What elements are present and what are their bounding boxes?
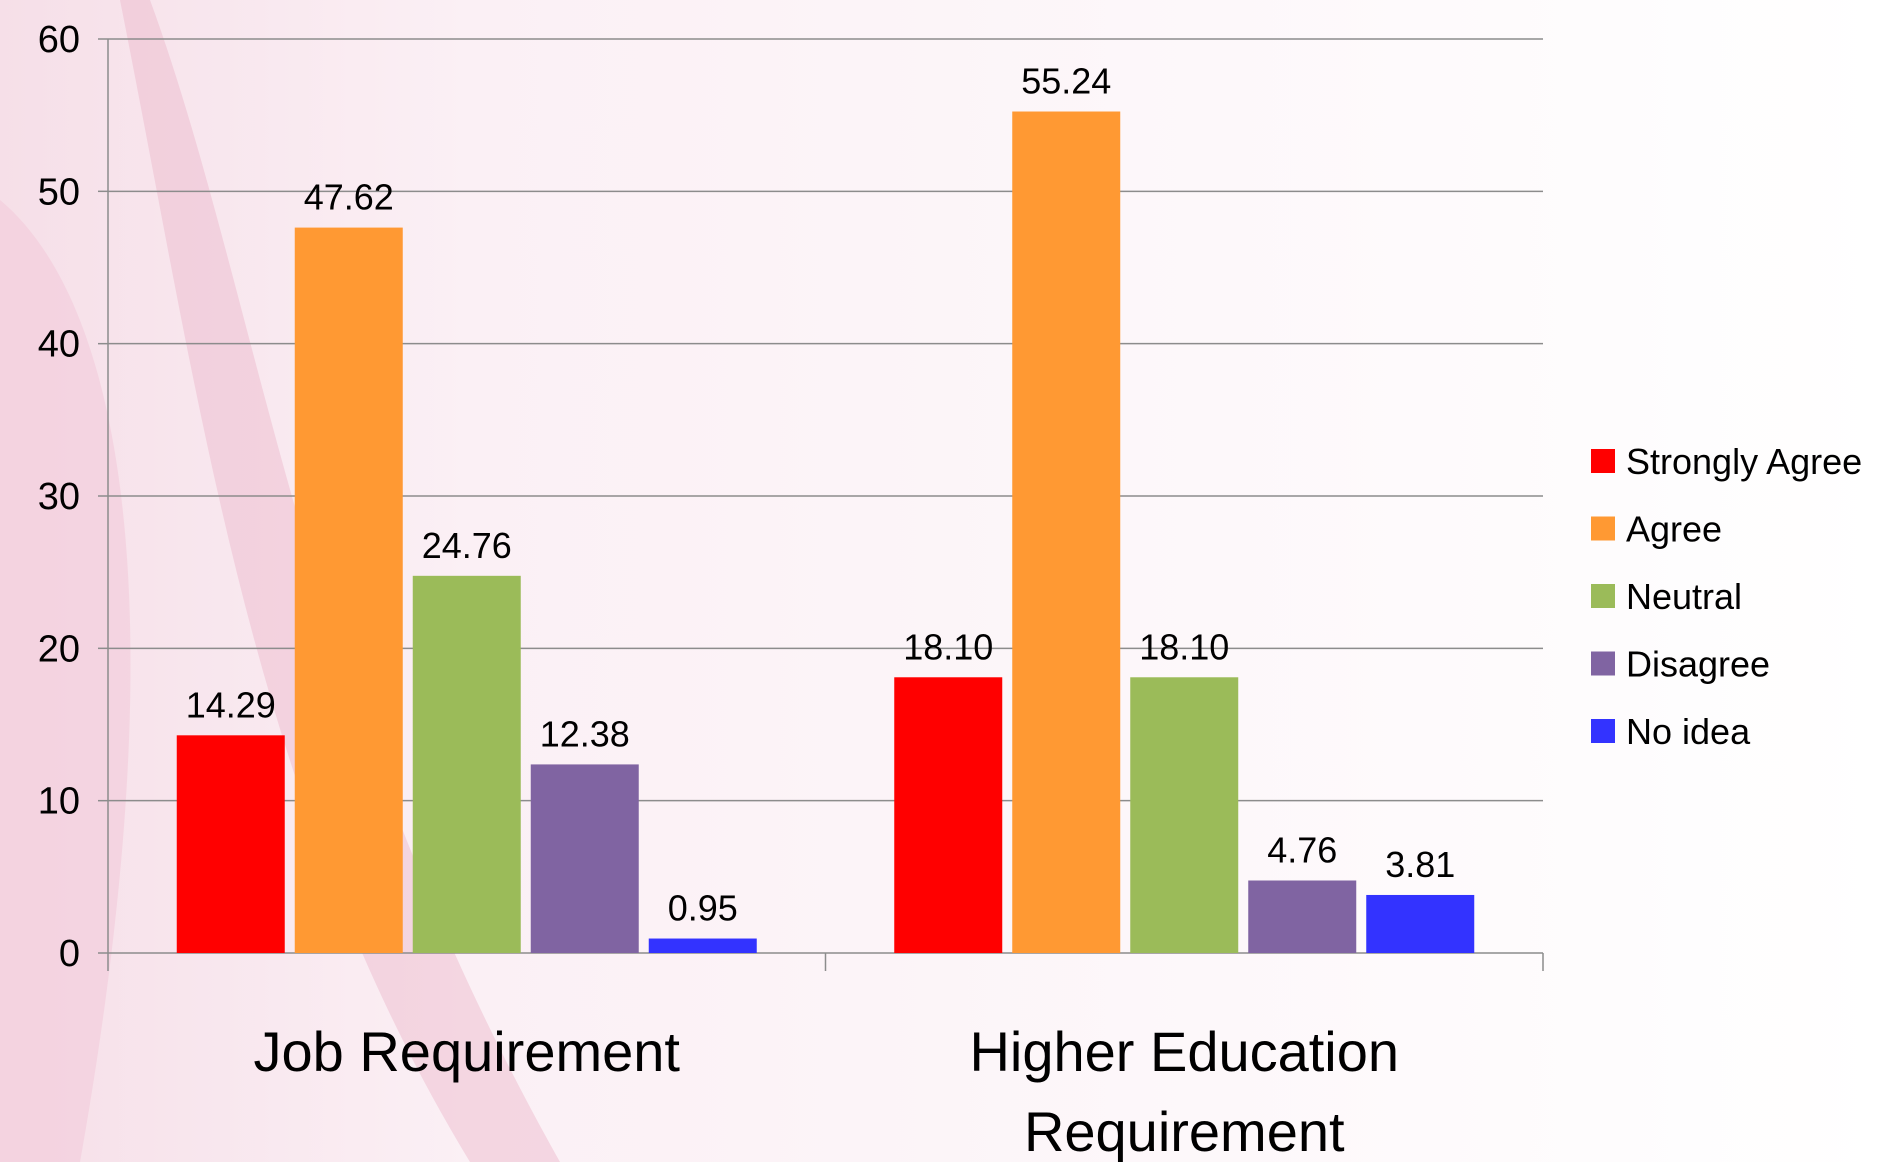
data-label: 18.10 [903, 626, 993, 667]
y-tick-label: 60 [38, 19, 80, 61]
bar [176, 735, 285, 953]
data-label: 0.95 [668, 888, 738, 929]
legend-swatch [1591, 719, 1615, 743]
bar [1130, 677, 1239, 953]
y-tick-label: 40 [38, 324, 80, 366]
bar [1248, 880, 1357, 953]
bar [530, 764, 639, 953]
bar [1366, 894, 1475, 953]
data-label: 55.24 [1021, 61, 1111, 102]
legend-swatch [1591, 651, 1615, 676]
category-label: Higher Education [969, 1020, 1399, 1083]
category-label: Requirement [1024, 1100, 1345, 1162]
legend-label: Agree [1626, 509, 1722, 550]
data-label: 18.10 [1139, 626, 1229, 667]
bar [1012, 111, 1121, 953]
legend-swatch [1591, 584, 1615, 608]
bar [648, 938, 757, 953]
y-tick-label: 10 [38, 781, 80, 823]
data-label: 12.38 [540, 713, 630, 754]
y-tick-label: 50 [38, 171, 80, 213]
data-label: 47.62 [304, 177, 394, 218]
legend-label: Neutral [1626, 576, 1742, 617]
legend-swatch [1591, 516, 1615, 541]
legend-label: Disagree [1626, 644, 1770, 685]
y-tick-label: 20 [38, 628, 80, 670]
data-label: 24.76 [422, 525, 512, 566]
y-tick-label: 30 [38, 476, 80, 518]
background-petal [0, 200, 131, 1162]
category-label: Job Requirement [254, 1020, 681, 1083]
background-petal [120, 0, 560, 1162]
data-label: 14.29 [186, 684, 276, 725]
bar [412, 575, 521, 953]
legend-label: Strongly Agree [1626, 441, 1862, 482]
legend-label: No idea [1626, 711, 1751, 752]
y-tick-label: 0 [59, 933, 80, 975]
legend-swatch [1591, 449, 1615, 473]
data-label: 3.81 [1385, 844, 1455, 885]
data-label: 4.76 [1267, 829, 1337, 870]
bar [294, 227, 403, 953]
bar [894, 677, 1003, 953]
